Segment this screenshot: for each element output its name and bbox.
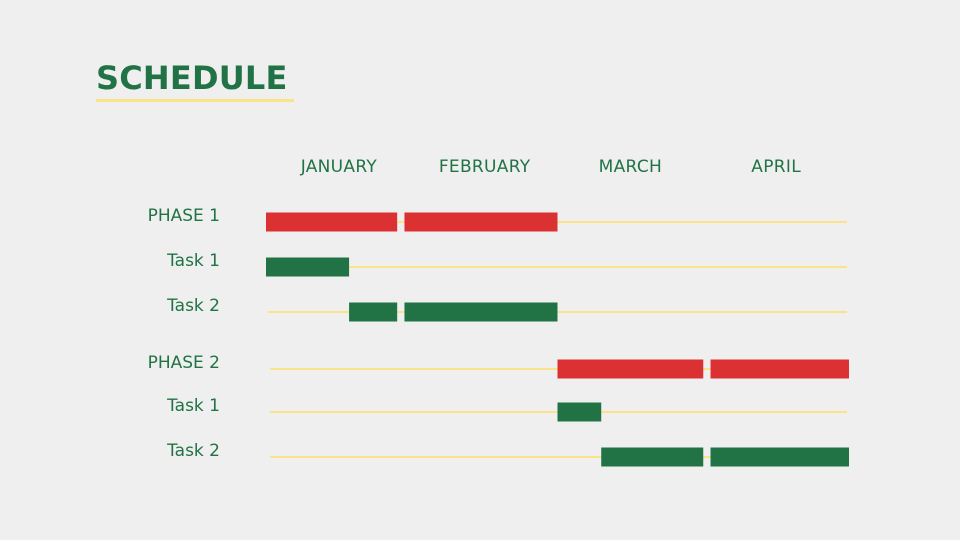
row-label: Task 2 [166, 441, 220, 461]
task-bar-segment [710, 447, 849, 467]
month-label-february: FEBRUARY [439, 157, 531, 177]
phase-bar-segment [557, 359, 704, 379]
row-label: Task 1 [166, 251, 220, 271]
phase-bar-segment [404, 212, 558, 232]
task-bar-segment [266, 257, 350, 277]
slide-title: SCHEDULE [96, 59, 288, 97]
month-label-march: MARCH [599, 157, 662, 177]
month-label-january: JANUARY [300, 157, 378, 177]
phase-bar-segment [710, 359, 849, 379]
gantt-bars [266, 212, 849, 467]
row-label: Task 1 [166, 396, 220, 416]
row-label: Task 2 [166, 296, 220, 316]
task-bar-segment [349, 302, 398, 322]
row-labels: PHASE 1 Task 1 Task 2 PHASE 2 Task 1 Task 2 [148, 206, 220, 461]
task-bar-segment [404, 302, 558, 322]
task-bar-segment [601, 447, 704, 467]
row-label: PHASE 2 [148, 353, 220, 373]
title-underline [96, 99, 294, 102]
timeline-lines [266, 221, 847, 458]
task-bar-segment [557, 402, 602, 422]
month-label-april: APRIL [751, 157, 801, 177]
month-labels: JANUARY FEBRUARY MARCH APRIL [300, 157, 801, 177]
row-label: PHASE 1 [148, 206, 220, 226]
phase-bar-segment [266, 212, 398, 232]
